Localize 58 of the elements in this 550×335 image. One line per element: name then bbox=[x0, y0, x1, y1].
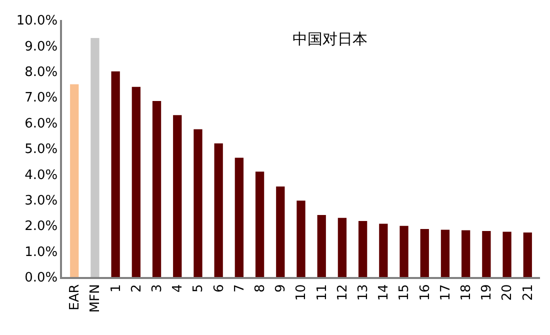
y-tick-label: 5.0% bbox=[24, 142, 58, 158]
x-tick-label: MFN bbox=[88, 284, 104, 313]
x-tick-label: 8 bbox=[253, 284, 268, 292]
x-tick-label: EAR bbox=[68, 284, 83, 310]
y-tick-label: 7.0% bbox=[24, 90, 58, 106]
bar bbox=[317, 215, 326, 277]
x-tick-label: 18 bbox=[459, 284, 474, 301]
x-tick-label: 21 bbox=[520, 284, 536, 301]
x-tick-label: 4 bbox=[170, 284, 186, 292]
x-tick-label: 3 bbox=[150, 284, 166, 292]
x-tick-label: 6 bbox=[212, 284, 227, 292]
bar bbox=[296, 200, 306, 277]
y-tick-label: 4.0% bbox=[24, 168, 58, 183]
x-tick-label: 1 bbox=[108, 284, 124, 292]
bar bbox=[482, 231, 491, 277]
x-tick-label: 2 bbox=[129, 284, 144, 292]
bar bbox=[214, 143, 223, 277]
bar bbox=[173, 115, 182, 277]
bar bbox=[255, 172, 264, 277]
bar bbox=[90, 38, 100, 277]
y-tick-label: 9.0% bbox=[24, 39, 58, 54]
x-tick-label: 20 bbox=[500, 284, 516, 301]
bar bbox=[420, 228, 429, 277]
x-tick-label: 12 bbox=[335, 284, 350, 301]
x-tick-label: 9 bbox=[274, 284, 289, 292]
x-tick-label: 15 bbox=[397, 284, 412, 301]
x-tick-label: 14 bbox=[376, 284, 392, 301]
bar bbox=[70, 84, 79, 277]
y-tick-label: 3.0% bbox=[24, 193, 58, 208]
bar bbox=[502, 232, 512, 277]
bar bbox=[276, 186, 285, 277]
bar bbox=[338, 218, 347, 277]
bar bbox=[111, 71, 120, 277]
y-tick-label: 6.0% bbox=[24, 116, 58, 132]
x-tick-label: 7 bbox=[232, 284, 248, 292]
bar bbox=[523, 232, 532, 277]
bar bbox=[462, 230, 470, 277]
y-tick-label: 8.0% bbox=[24, 64, 58, 80]
bar bbox=[234, 158, 244, 277]
bar bbox=[152, 100, 162, 277]
x-tick-label: 5 bbox=[191, 284, 206, 292]
y-tick-label: 2.0% bbox=[24, 219, 58, 234]
bar bbox=[379, 224, 388, 277]
x-tick-label: 17 bbox=[438, 284, 454, 301]
bar bbox=[194, 129, 202, 277]
x-tick-label: 19 bbox=[480, 284, 495, 301]
x-tick-label: 13 bbox=[356, 284, 372, 301]
text: 中国对日本 bbox=[292, 30, 368, 48]
y-tick-label: 10.0% bbox=[16, 14, 58, 29]
bar bbox=[440, 230, 450, 277]
x-tick-label: 10 bbox=[294, 284, 310, 301]
bar bbox=[400, 226, 408, 277]
bar bbox=[358, 220, 368, 277]
bar bbox=[132, 86, 140, 277]
x-tick-label: 11 bbox=[314, 284, 330, 301]
y-tick-label: 1.0% bbox=[24, 244, 58, 260]
x-tick-label: 16 bbox=[418, 284, 433, 301]
y-tick-label: 0.0% bbox=[24, 270, 58, 286]
